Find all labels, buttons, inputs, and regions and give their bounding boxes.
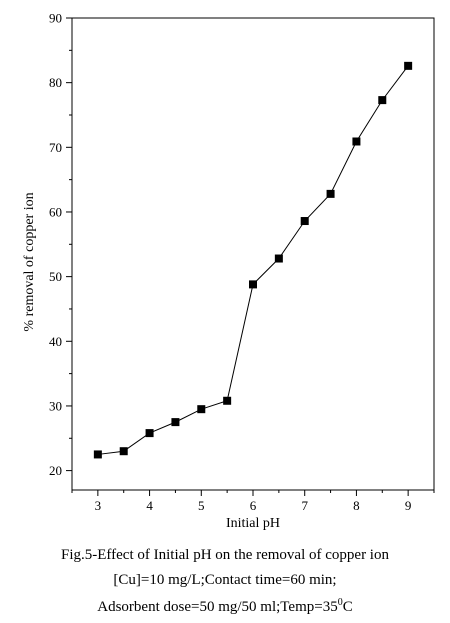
x-axis-label: Initial pH xyxy=(226,516,280,531)
x-tick-label: 7 xyxy=(301,498,308,513)
data-point xyxy=(326,189,335,198)
y-tick-label: 30 xyxy=(49,398,62,413)
data-point xyxy=(93,450,102,459)
data-point xyxy=(274,254,283,263)
y-tick-label: 70 xyxy=(49,140,62,155)
chart: 3 4 5 6 7 8 9 20 30 40 50 60 70 80 90 Initial pH % rem… xyxy=(22,11,435,531)
plot-frame xyxy=(71,17,435,491)
x-tick-label: 4 xyxy=(146,498,153,513)
series-line xyxy=(97,65,409,455)
data-point xyxy=(378,96,387,105)
data-point xyxy=(300,217,309,226)
x-tick-label: 9 xyxy=(405,498,412,513)
caption-line-3-text: Adsorbent dose=50 mg/50 ml;Temp=35 xyxy=(97,599,338,615)
x-tick-label: 5 xyxy=(198,498,205,513)
data-markers xyxy=(93,61,413,459)
data-point xyxy=(249,280,257,289)
caption-degree-superscript: 0 xyxy=(337,597,343,608)
y-tick-label: 40 xyxy=(49,334,62,349)
data-point xyxy=(145,429,154,438)
data-point xyxy=(404,61,413,70)
tick-labels: 3 4 5 6 7 8 9 20 30 40 50 60 70 80 90 xyxy=(49,11,411,514)
data-point xyxy=(352,137,361,146)
data-point xyxy=(119,447,128,456)
y-tick-label: 80 xyxy=(49,75,62,90)
data-point xyxy=(197,405,206,414)
x-tick-label: 3 xyxy=(95,498,102,513)
data-point xyxy=(223,396,232,405)
y-tick-label: 20 xyxy=(49,463,62,478)
y-tick-label: 50 xyxy=(49,269,62,284)
x-tick-label: 6 xyxy=(250,498,257,513)
data-point xyxy=(171,418,180,427)
figure-caption-line-1: Fig.5-Effect of Initial pH on the remova… xyxy=(61,547,389,563)
axis-ticks xyxy=(66,17,435,496)
y-tick-label: 60 xyxy=(49,204,62,219)
y-tick-label: 90 xyxy=(49,11,62,26)
figure-caption-line-2: [Cu]=10 mg/L;Contact time=60 min; xyxy=(113,572,337,588)
caption-line-3-unit: C xyxy=(342,599,353,615)
y-axis-label: % removal of copper ion xyxy=(22,192,37,331)
figure-caption-line-3: Adsorbent dose=50 mg/50 ml;Temp=350C xyxy=(0,598,450,617)
x-tick-label: 8 xyxy=(353,498,360,513)
